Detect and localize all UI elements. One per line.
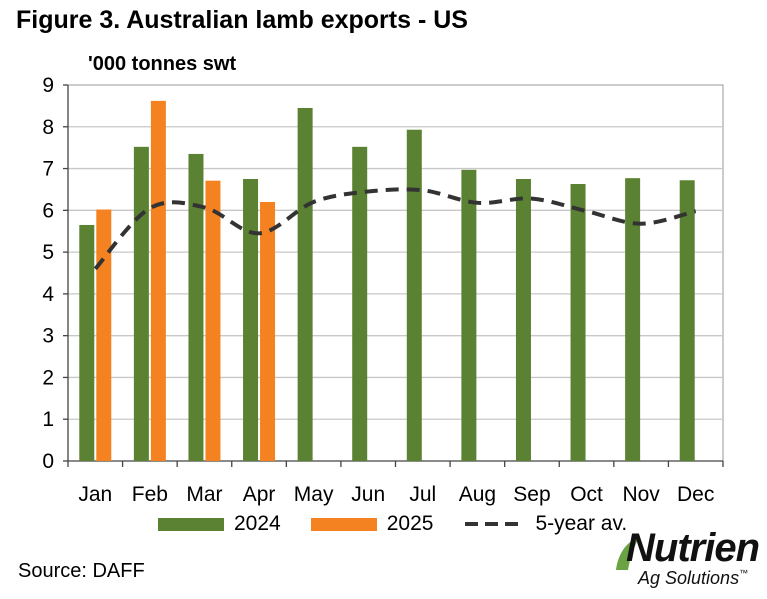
- bar-2024-Apr: [243, 179, 259, 461]
- legend-item-5-year-avg: 5-year av.: [463, 512, 627, 536]
- x-tick-label: May: [294, 483, 334, 506]
- legend-label-2025: 2025: [386, 512, 434, 535]
- legend-label-5-year-avg: 5-year av.: [535, 512, 628, 535]
- bar-2024-Jan: [79, 224, 95, 461]
- legend-item-2024: 2024: [158, 512, 281, 536]
- legend-item-2025: 2025: [310, 512, 434, 536]
- chart-legend: 2024 2025 5-year av.: [158, 510, 657, 538]
- bar-2024-Jun: [352, 146, 368, 461]
- source-note: Source: DAFF: [18, 560, 145, 582]
- bar-2025-Jan: [96, 209, 112, 461]
- bar-2024-May: [297, 107, 313, 461]
- y-tick-label: 6: [42, 199, 54, 222]
- y-tick-label: 5: [42, 241, 54, 264]
- line-series-5-year-avg: [93, 187, 697, 271]
- y-tick-label: 7: [42, 158, 54, 181]
- y-tick-label: 9: [42, 74, 54, 97]
- x-tick-label: Nov: [622, 483, 660, 506]
- y-tick-label: 2: [42, 366, 54, 389]
- y-tick-label: 0: [42, 450, 54, 473]
- bar-2025-Apr: [260, 201, 276, 461]
- bar-2024-Dec: [679, 180, 695, 461]
- y-tick-label: 1: [42, 408, 54, 431]
- y-tick-label: 8: [42, 116, 54, 139]
- nutrien-logo: Nutrien Ag Solutions™: [612, 526, 762, 594]
- leaf-icon: [616, 536, 640, 570]
- bar-2024-Feb: [133, 146, 149, 461]
- bar-2024-Aug: [461, 169, 477, 461]
- x-tick-label: Oct: [570, 483, 603, 506]
- chart-canvas: 0 1 2 3 4 5 6 7 8 9 Jan Feb Mar Apr May Jun Jul Aug Sep Oct…: [42, 74, 724, 506]
- legend-swatch-2024: [158, 517, 224, 531]
- y-tick-label: 4: [42, 283, 54, 306]
- legend-swatch-5-year-avg: [465, 522, 526, 526]
- x-tick-label: Jul: [409, 483, 436, 506]
- x-tick-label: Jan: [78, 483, 112, 506]
- x-tick-label: Jun: [351, 483, 385, 506]
- bar-2024-Mar: [188, 153, 204, 461]
- bar-2025-Mar: [205, 180, 221, 461]
- x-tick-label: Mar: [186, 483, 222, 506]
- bar-2024-Jul: [406, 129, 422, 462]
- x-tick-label: Feb: [132, 483, 168, 506]
- y-axis-unit-label: '000 tonnes swt: [88, 53, 237, 75]
- logo-subtitle: Ag Solutions™: [638, 568, 749, 588]
- bar-2024-Oct: [570, 184, 586, 461]
- bar-2024-Sep: [515, 179, 531, 461]
- legend-swatch-2025: [310, 517, 377, 531]
- x-tick-label: Sep: [513, 483, 550, 506]
- x-tick-label: Apr: [243, 483, 276, 506]
- chart-title: Figure 3. Australian lamb exports - US: [16, 6, 468, 34]
- x-tick-label: Dec: [677, 483, 714, 506]
- legend-label-2024: 2024: [234, 512, 281, 535]
- x-tick-label: Aug: [459, 483, 496, 506]
- bar-2025-Feb: [150, 100, 166, 462]
- plot-area-border: [67, 84, 724, 462]
- bar-2024-Nov: [625, 178, 641, 462]
- y-tick-label: 3: [42, 325, 54, 348]
- logo-wordmark: Nutrien: [626, 526, 760, 570]
